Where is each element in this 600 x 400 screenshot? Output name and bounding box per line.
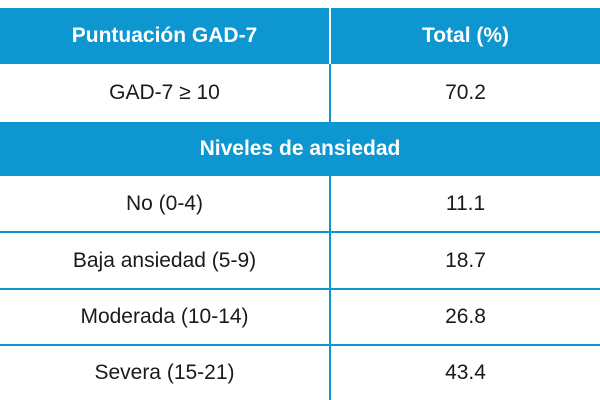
row-value: 18.7	[445, 248, 486, 272]
section-header-row: Niveles de ansiedad	[0, 122, 600, 176]
row-divider	[0, 288, 600, 290]
table-row: Baja ansiedad (5-9) 18.7	[0, 233, 600, 288]
row-value: 43.4	[445, 361, 486, 384]
row-label: No (0-4)	[0, 176, 331, 232]
table-header-row: Puntuación GAD-7 Total (%)	[0, 8, 600, 64]
row-value: 11.1	[445, 192, 486, 215]
header-score-column: Puntuación GAD-7	[0, 8, 331, 64]
row-label: Baja ansiedad (5-9)	[0, 233, 331, 288]
row-divider	[0, 231, 600, 233]
row-divider	[0, 344, 600, 346]
summary-label: GAD-7 ≥ 10	[0, 64, 331, 122]
table-row: No (0-4) 11.1	[0, 176, 600, 232]
section-title: Niveles de ansiedad	[199, 137, 401, 160]
header-total-column: Total (%)	[421, 24, 510, 47]
row-label: Severa (15-21)	[0, 346, 331, 400]
row-value: 26.8	[445, 305, 486, 328]
table-row-summary: GAD-7 ≥ 10 70.2	[0, 64, 600, 122]
summary-value: 70.2	[445, 81, 486, 104]
table-row: Moderada (10-14) 26.8	[0, 290, 600, 344]
table-row: Severa (15-21) 43.4	[0, 346, 600, 400]
row-label: Moderada (10-14)	[0, 290, 331, 344]
